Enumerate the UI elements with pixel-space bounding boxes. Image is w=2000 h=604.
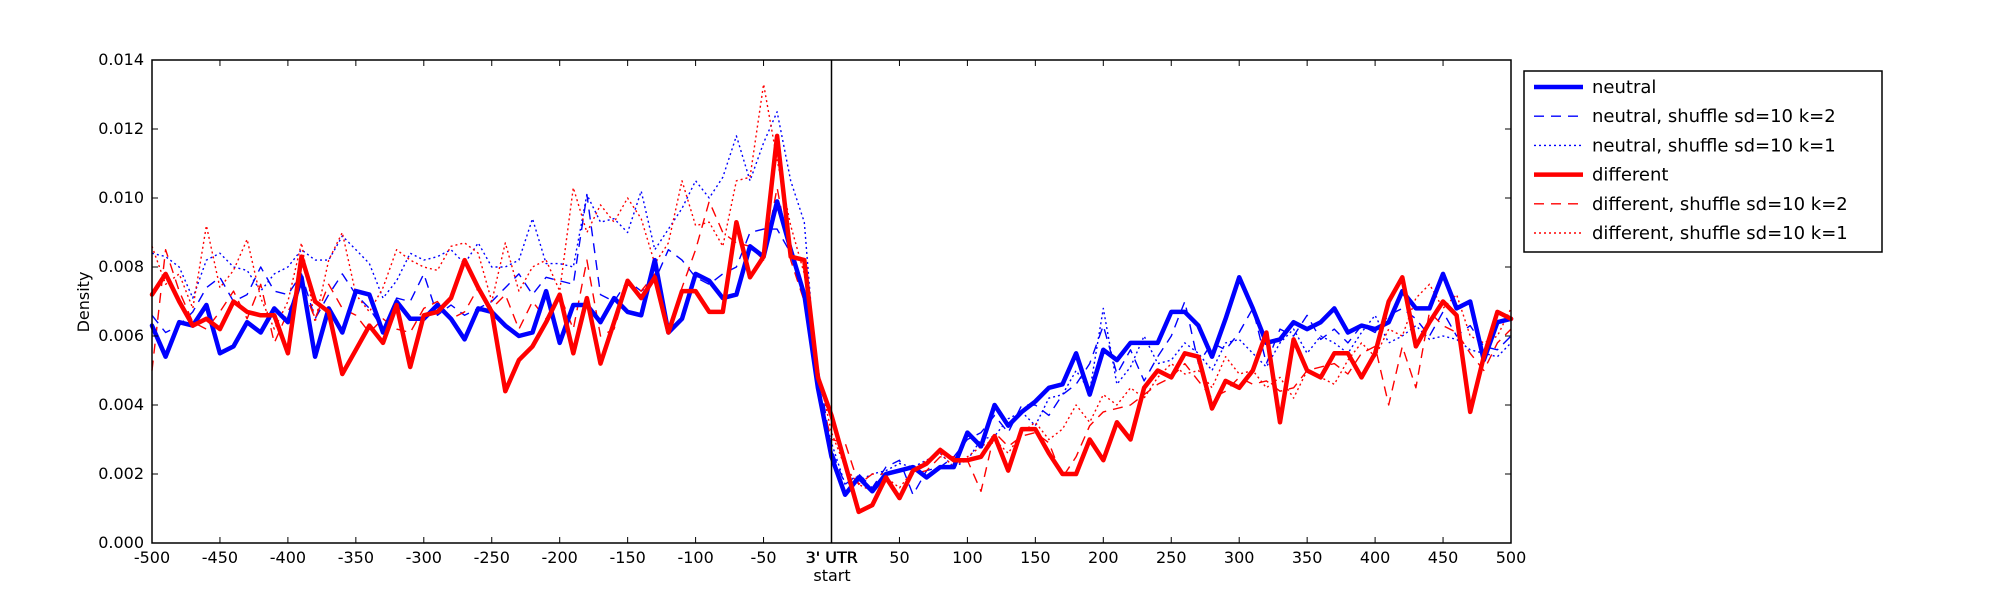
x-tick-label: -300 xyxy=(406,548,442,567)
y-tick-label: 0.006 xyxy=(98,326,144,345)
y-axis-label: Density xyxy=(74,272,93,333)
legend-item: different, shuffle sd=10 k=1 xyxy=(1534,223,1848,244)
y-tick-label: 0.008 xyxy=(98,257,144,276)
x-tick-label: -150 xyxy=(609,548,645,567)
legend-item: neutral xyxy=(1534,77,1656,98)
x-tick-label: 500 xyxy=(1496,548,1527,567)
x-tick-label: 450 xyxy=(1428,548,1459,567)
legend-label: different xyxy=(1592,165,1668,186)
y-tick-label: 0.012 xyxy=(98,119,144,138)
x-tick-label: -250 xyxy=(474,548,510,567)
x-tick-label: 400 xyxy=(1360,548,1391,567)
y-tick-label: 0.010 xyxy=(98,188,144,207)
x-axis-label-line2: start xyxy=(813,566,850,585)
x-axis-label-line1: 3' UTR xyxy=(806,548,858,567)
x-tick-label: 300 xyxy=(1224,548,1255,567)
x-tick-label: -50 xyxy=(750,548,776,567)
y-tick-label: 0.000 xyxy=(98,533,144,552)
legend-item: different, shuffle sd=10 k=2 xyxy=(1534,194,1848,215)
legend-item: neutral, shuffle sd=10 k=1 xyxy=(1534,135,1836,156)
x-tick-label: 50 xyxy=(889,548,909,567)
legend-label: different, shuffle sd=10 k=2 xyxy=(1592,194,1848,215)
x-axis: -500 -450 -400 -350 -300 -250 -200 -150 -100 -50 3… xyxy=(134,60,1526,567)
legend-label: neutral xyxy=(1592,77,1656,98)
x-tick-label: -100 xyxy=(677,548,713,567)
legend-item: neutral, shuffle sd=10 k=2 xyxy=(1534,106,1836,127)
x-tick-label: -350 xyxy=(338,548,374,567)
legend-label: different, shuffle sd=10 k=1 xyxy=(1592,223,1848,244)
y-tick-label: 0.004 xyxy=(98,395,144,414)
x-tick-label: 250 xyxy=(1156,548,1187,567)
x-tick-label: 350 xyxy=(1292,548,1323,567)
x-tick-label: -200 xyxy=(542,548,578,567)
y-axis: 0.000 0.002 0.004 0.006 0.008 0.010 0.012 0.014 xyxy=(98,50,1511,552)
legend: neutral neutral, shuffle sd=10 k=2 neutral… xyxy=(1523,70,1883,253)
series-line-5 xyxy=(151,83,1512,492)
x-tick-label: 150 xyxy=(1020,548,1051,567)
legend-label: neutral, shuffle sd=10 k=1 xyxy=(1592,135,1836,156)
x-tick-label: 3' UTR xyxy=(805,548,857,567)
x-tick-label: -500 xyxy=(134,548,170,567)
x-tick-label: -400 xyxy=(270,548,306,567)
x-tick-label: 100 xyxy=(952,548,983,567)
y-tick-label: 0.002 xyxy=(98,464,144,483)
y-tick-label: 0.014 xyxy=(98,50,144,69)
legend-label: neutral, shuffle sd=10 k=2 xyxy=(1592,106,1836,127)
x-tick-label: 200 xyxy=(1088,548,1119,567)
legend-item: different xyxy=(1534,165,1668,186)
legend-box xyxy=(1523,70,1883,253)
x-tick-label: -450 xyxy=(202,548,238,567)
